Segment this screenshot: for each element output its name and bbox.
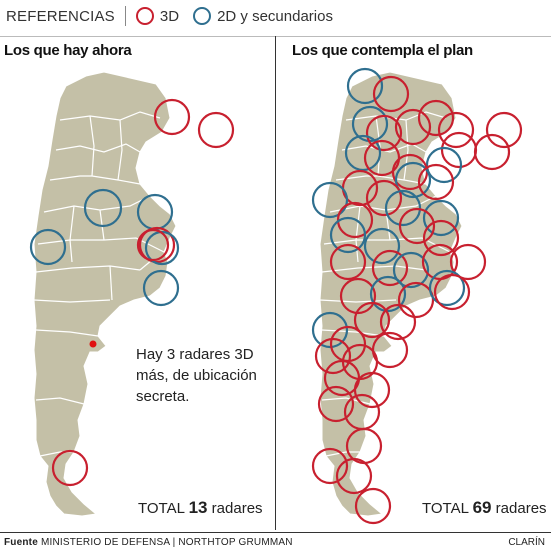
left-province-borders (33, 111, 165, 457)
radar-ring (440, 131, 478, 169)
radar-ring (329, 216, 367, 254)
radar-ring (394, 108, 432, 146)
legend-label-2d: 2D y secundarios (217, 7, 333, 25)
credit: CLARÍN (508, 537, 545, 548)
panel-divider (275, 36, 276, 530)
radar-ring (335, 457, 373, 495)
radar-ring (437, 111, 475, 149)
radar-ring (51, 449, 89, 487)
radar-ring (372, 75, 410, 113)
radar-ring (197, 111, 235, 149)
left-total: TOTAL 13 radares (138, 498, 263, 518)
radar-ring (29, 228, 67, 266)
radar-ring (398, 207, 436, 245)
radar-ring (138, 226, 176, 264)
radar-ring (365, 179, 403, 217)
radar-ring (485, 111, 523, 149)
secret-radars-note: Hay 3 radares 3D más, de ubicación secre… (136, 346, 257, 405)
radar-ring (449, 243, 487, 281)
radar-ring (417, 163, 455, 201)
radar-ring (422, 219, 460, 257)
left-radar-rings (29, 98, 235, 487)
radar-ring (83, 188, 123, 228)
radar-ring (394, 161, 432, 199)
radar-ring (422, 199, 460, 237)
legend-item-3d: 3D (135, 7, 180, 25)
radar-ring (417, 99, 455, 137)
radar-ring (317, 385, 355, 423)
legend-heading: REFERENCIAS (6, 7, 115, 25)
radar-ring (371, 249, 409, 287)
secret-radar-marker (89, 340, 97, 348)
radar-ring (433, 273, 471, 311)
left-total-label: TOTAL (138, 500, 185, 517)
source-label: Fuente (4, 537, 38, 548)
radar-ring (346, 67, 384, 105)
left-panel-title: Los que hay ahora (4, 42, 132, 59)
radar-ring (428, 269, 466, 307)
right-total-value: 69 (472, 498, 492, 517)
radar-ring (363, 227, 401, 265)
left-total-unit: radares (211, 500, 263, 517)
radar-ring (379, 303, 417, 341)
radar-ring (136, 228, 170, 262)
footer-divider (0, 532, 551, 533)
right-total: TOTAL 69 radares (422, 498, 547, 518)
radar-ring (369, 275, 407, 313)
source-text: MINISTERIO DE DEFENSA | NORTHTOP GRUMMAN (40, 537, 293, 548)
source-footer: Fuente MINISTERIO DE DEFENSA | NORTHTOP … (4, 537, 293, 548)
radar-ring (329, 243, 367, 281)
red-ring-icon (135, 7, 154, 25)
radar-ring (353, 371, 391, 409)
radar-ring (311, 311, 349, 349)
legend-item-2d: 2D y secundarios (193, 7, 333, 25)
radar-ring (339, 277, 377, 315)
radar-ring (354, 487, 392, 525)
radar-ring (311, 181, 349, 219)
radar-ring (397, 281, 435, 319)
blue-ring-icon (193, 7, 212, 25)
radar-ring (344, 134, 382, 172)
right-total-label: TOTAL (422, 500, 469, 517)
right-total-unit: radares (495, 500, 547, 517)
radar-ring (473, 133, 511, 171)
radar-ring (311, 447, 349, 485)
legend-separator (124, 6, 126, 26)
left-total-value: 13 (188, 498, 208, 517)
radar-ring (365, 114, 403, 152)
legend: REFERENCIAS 3D 2D y secundarios (0, 0, 551, 32)
radar-ring (384, 189, 422, 227)
radar-ring (142, 269, 180, 307)
radar-ring (392, 251, 430, 289)
left-country-shape (33, 71, 177, 517)
legend-label-3d: 3D (159, 7, 180, 25)
right-panel-title: Los que contempla el plan (292, 42, 473, 59)
radar-ring (153, 98, 191, 136)
right-radar-rings (311, 67, 523, 525)
left-map (29, 71, 235, 517)
radar-ring (425, 146, 463, 184)
radar-ring (314, 337, 352, 375)
radar-ring (353, 301, 391, 339)
